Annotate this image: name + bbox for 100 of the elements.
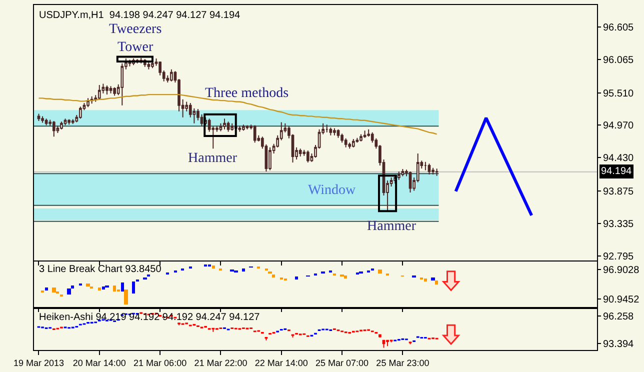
candlestick xyxy=(71,118,74,124)
bar xyxy=(121,282,124,292)
candlestick xyxy=(44,118,48,126)
candlestick xyxy=(188,324,192,327)
chart-title: Heiken-Ashi 94.219 94.192 94.192 94.247 94.127 xyxy=(39,312,260,323)
candlestick xyxy=(408,170,412,193)
candlestick xyxy=(147,62,150,70)
candlestick xyxy=(264,336,268,341)
candlestick xyxy=(113,86,116,96)
x-tick-label: 22 Mar 14:00 xyxy=(254,358,308,368)
candlestick xyxy=(86,98,90,108)
candlestick xyxy=(390,340,393,343)
candlestick xyxy=(253,124,256,144)
bar xyxy=(431,277,435,280)
candlestick xyxy=(82,322,86,326)
bar xyxy=(98,287,101,290)
candlestick xyxy=(322,328,325,331)
bar xyxy=(67,288,71,294)
bar xyxy=(242,268,245,272)
x-tick-label: 21 Mar 06:00 xyxy=(134,358,187,368)
candlestick xyxy=(329,127,332,136)
candlestick xyxy=(106,319,108,322)
candlestick xyxy=(394,339,397,342)
bar xyxy=(424,278,427,282)
bar xyxy=(102,286,105,290)
bar xyxy=(52,287,56,292)
candlestick xyxy=(106,85,108,96)
candlestick xyxy=(41,116,44,124)
candlestick xyxy=(212,328,215,332)
bar xyxy=(272,274,275,278)
candlestick xyxy=(432,167,434,175)
candlestick xyxy=(268,146,272,171)
candlestick xyxy=(257,330,260,332)
candlestick xyxy=(223,118,226,130)
bar xyxy=(124,289,128,304)
candlestick xyxy=(37,113,40,122)
candlestick xyxy=(52,120,56,138)
x-tick-label: 21 Mar 22:00 xyxy=(194,358,248,368)
x-tick-label: 19 Mar 2013 xyxy=(13,358,64,368)
ref-line-label: 94.194 xyxy=(601,166,632,177)
candlestick xyxy=(79,106,82,120)
candlestick xyxy=(219,122,222,132)
y-tick-label: 96.9028 xyxy=(603,265,640,276)
candlestick xyxy=(325,124,328,133)
candlestick xyxy=(428,163,431,175)
candlestick xyxy=(178,322,180,326)
bar xyxy=(295,276,298,280)
candlestick xyxy=(340,133,344,144)
candlestick xyxy=(226,121,230,132)
candlestick xyxy=(378,334,382,338)
y-tick-label: 96.065 xyxy=(603,54,634,66)
candlestick xyxy=(344,138,348,148)
y-tick-label: 96.605 xyxy=(603,22,634,34)
candlestick xyxy=(356,137,359,144)
x-tick-label: 25 Mar 07:00 xyxy=(316,358,369,368)
candlestick xyxy=(424,161,427,171)
bar xyxy=(344,275,347,278)
candlestick xyxy=(435,168,438,176)
annotation: Tweezers Tower xyxy=(109,22,162,56)
y-tick-label: 93.335 xyxy=(603,218,634,230)
y-tick-label: 93.875 xyxy=(603,186,634,198)
x-tick-label: 20 Mar 14:00 xyxy=(72,358,126,368)
candlestick xyxy=(170,68,173,82)
candlestick xyxy=(246,124,249,130)
y-tick-label: 96.258 xyxy=(603,312,634,323)
candlestick xyxy=(230,122,234,132)
candlestick xyxy=(37,326,40,328)
annotation: Three methods xyxy=(205,86,289,101)
candlestick xyxy=(363,130,366,138)
y-tick-label: 92.795 xyxy=(603,251,634,262)
candlestick xyxy=(68,118,70,126)
candlestick xyxy=(298,148,302,157)
candlestick xyxy=(98,84,101,100)
candlestick xyxy=(360,134,362,142)
candlestick xyxy=(408,341,412,345)
candlestick xyxy=(401,168,404,177)
candlestick xyxy=(151,61,154,69)
bar xyxy=(71,285,74,288)
y-tick-label: 93.394 xyxy=(603,338,634,350)
bar xyxy=(212,265,215,268)
x-tick-label: 25 Mar 23:00 xyxy=(376,358,430,368)
candlestick xyxy=(382,340,386,348)
annotation: Window xyxy=(308,183,357,198)
candlestick xyxy=(325,328,328,331)
candlestick xyxy=(120,62,124,106)
candlestick xyxy=(386,340,389,347)
text: USDJPY.m,H1 94.198 94.247 94.127 94.194 xyxy=(39,10,241,21)
candlestick xyxy=(397,170,400,180)
candlestick xyxy=(333,128,336,136)
candlestick xyxy=(336,128,340,138)
candlestick xyxy=(352,138,355,148)
candlestick xyxy=(367,328,370,332)
candlestick xyxy=(291,334,294,338)
bar xyxy=(378,269,382,274)
bar xyxy=(86,283,90,286)
candlestick xyxy=(306,150,310,163)
y-tick-label: 95.510 xyxy=(603,88,634,100)
y-tick-label: 94.970 xyxy=(603,120,634,132)
candlestick xyxy=(64,118,67,126)
bar xyxy=(45,287,48,290)
